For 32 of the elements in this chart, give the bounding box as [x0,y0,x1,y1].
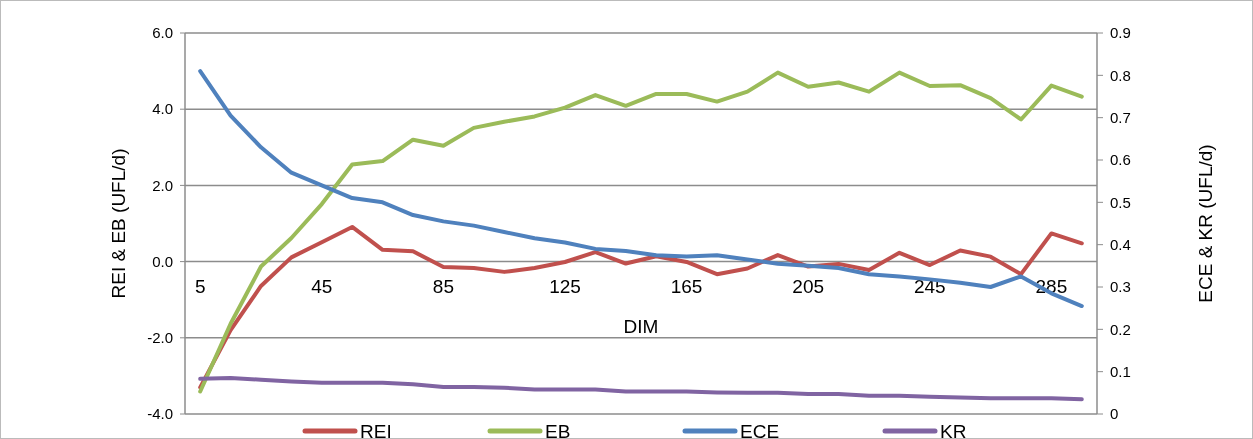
y-tick-label: 2.0 [152,176,173,194]
line-series [198,70,1084,394]
y2-tick-label: 0.4 [1110,235,1131,253]
y-tick-label: -2.0 [147,329,173,347]
line-series [198,376,1084,402]
y2-tick-label: 0.8 [1110,66,1131,84]
y2-tick-label: 0 [1110,405,1119,423]
x-axis-title: DIM [623,315,659,337]
x-tick-label: 85 [432,275,454,297]
x-tick-label: 165 [670,275,703,297]
x-tick-label: 125 [549,275,581,297]
y-tick-label: 0.0 [152,252,173,270]
legend-label: KR [940,420,967,439]
legend-label: EB [545,420,571,439]
y2-axis-title: ECE & KR (UFL/d) [1195,144,1216,303]
legend-label: ECE [740,420,780,439]
y2-tick-label: 0.3 [1110,278,1131,296]
x-tick-label: 45 [311,275,333,297]
y2-tick-label: 0.6 [1110,151,1131,169]
legend-label: REI [360,420,392,439]
y2-tick-label: 0.1 [1110,362,1131,380]
y2-tick-label: 0.9 [1110,24,1131,42]
y-tick-label: 4.0 [152,100,173,118]
y2-tick-label: 0.2 [1110,320,1131,338]
y-tick-label: 6.0 [152,24,173,42]
y2-tick-label: 0.5 [1110,193,1131,211]
line-series [198,69,1084,309]
y-tick-label: -4.0 [147,405,173,423]
y2-tick-label: 0.7 [1110,108,1131,126]
y-axis-title: REI & EB (UFL/d) [108,148,129,299]
x-tick-label: 5 [194,275,206,297]
x-tick-label: 205 [792,275,825,297]
